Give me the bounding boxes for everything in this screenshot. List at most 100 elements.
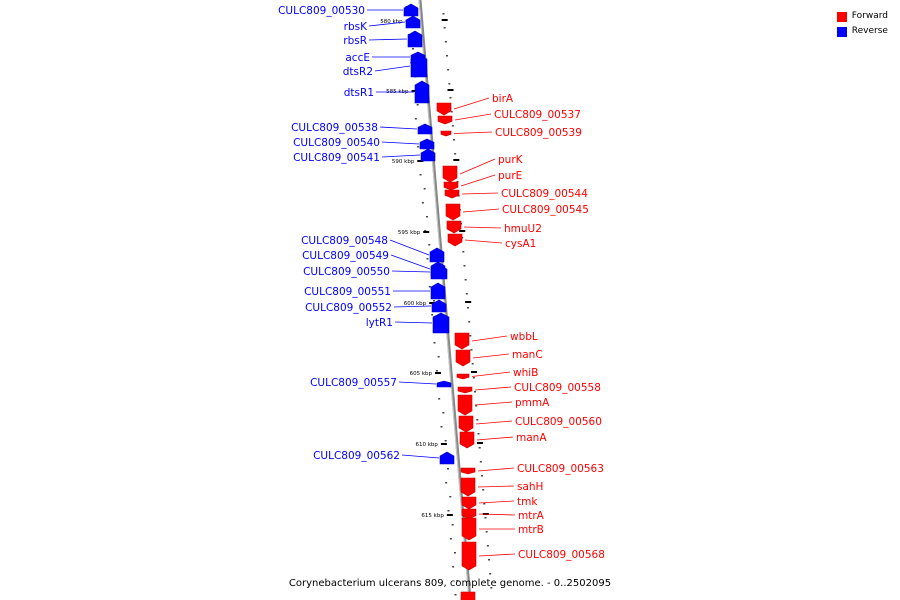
- forward-gene-label: CULC809_00537: [494, 109, 581, 121]
- legend-forward: Forward: [836, 9, 888, 24]
- axis-tick: [426, 258, 429, 260]
- scale-tick: [446, 514, 453, 516]
- forward-gene-label: purE: [498, 170, 522, 182]
- axis-tick: [463, 265, 466, 267]
- reverse-gene-label: lytR1: [366, 317, 393, 329]
- axis-tick: [438, 398, 441, 400]
- axis-tick: [469, 335, 472, 337]
- scale-tick: [417, 160, 424, 162]
- forward-gene-label: CULC809_00558: [514, 382, 601, 394]
- forward-gene-arrow: [456, 373, 470, 380]
- axis-tick: [477, 433, 480, 435]
- axis-tick: [486, 545, 489, 547]
- forward-gene-leader: [478, 513, 516, 516]
- forward-gene-arrow: [454, 332, 470, 350]
- reverse-gene-arrow: [436, 380, 452, 388]
- axis-tick: [454, 594, 457, 596]
- reverse-gene-leader: [381, 154, 421, 158]
- axis-tick: [467, 307, 469, 309]
- forward-gene-arrow: [461, 541, 477, 571]
- reverse-gene-label: CULC809_00562: [313, 450, 400, 462]
- reverse-gene-label: CULC809_00552: [305, 302, 392, 314]
- axis-tick: [490, 587, 493, 589]
- forward-gene-arrow: [460, 477, 476, 497]
- forward-gene-label: manA: [516, 432, 547, 444]
- forward-gene-leader: [477, 485, 515, 488]
- axis-tick: [489, 573, 492, 575]
- forward-gene-arrow: [460, 591, 476, 600]
- forward-gene-label: wbbL: [510, 331, 538, 343]
- axis-tick: [472, 377, 475, 379]
- forward-gene-leader: [474, 401, 513, 406]
- axis-tick: [471, 363, 474, 365]
- forward-gene-arrow: [446, 220, 462, 234]
- scale-marker-label: 605 kbp: [410, 371, 433, 377]
- forward-gene-arrow: [457, 394, 473, 416]
- axis-tick: [444, 41, 447, 43]
- reverse-gene-leader: [391, 270, 431, 273]
- scale-marker-label: 595 kbp: [398, 230, 421, 236]
- reverse-gene-leader: [389, 239, 430, 256]
- scale-tick: [429, 302, 436, 304]
- axis-tick: [454, 552, 456, 554]
- axis-tick: [433, 342, 436, 344]
- legend-reverse: Reverse: [836, 24, 888, 39]
- axis-tick: [443, 27, 446, 29]
- forward-gene-leader: [463, 226, 502, 229]
- axis-tick: [475, 405, 478, 407]
- axis-tick: [478, 447, 481, 449]
- reverse-gene-leader: [374, 65, 411, 72]
- legend: Forward Reverse: [836, 9, 888, 39]
- forward-gene-arrow: [458, 415, 474, 433]
- axis-tick: [484, 517, 487, 519]
- reverse-gene-arrow: [419, 138, 435, 150]
- forward-swatch: [836, 11, 847, 22]
- forward-gene-label: CULC809_00544: [501, 188, 588, 200]
- axis-tick: [412, 48, 414, 50]
- scale-tick: [465, 301, 472, 303]
- scale-tick: [447, 89, 454, 91]
- axis-tick: [483, 503, 486, 505]
- forward-gene-label: CULC809_00539: [495, 127, 582, 139]
- reverse-gene-label: CULC809_00541: [293, 152, 380, 164]
- reverse-gene-arrow: [430, 264, 448, 280]
- reverse-gene-label: rbsK: [344, 21, 368, 33]
- forward-gene-label: birA: [492, 93, 514, 105]
- forward-gene-label: hmuU2: [504, 223, 542, 235]
- forward-gene-label: mtrB: [518, 524, 544, 536]
- forward-gene-arrow: [442, 165, 458, 183]
- axis-tick: [485, 531, 488, 533]
- reverse-gene-label: dtsR1: [344, 87, 374, 99]
- reverse-gene-label: rbsR: [343, 35, 367, 47]
- axis-tick: [450, 111, 453, 113]
- axis-tick: [447, 510, 450, 512]
- axis-tick: [465, 293, 468, 295]
- forward-gene-arrow: [443, 181, 459, 191]
- reverse-gene-arrow: [420, 148, 436, 162]
- reverse-gene-leader: [390, 254, 431, 270]
- reverse-gene-leader: [393, 305, 432, 308]
- axis-tick: [447, 468, 449, 470]
- reverse-gene-label: accE: [345, 52, 370, 64]
- forward-gene-label: pmmA: [515, 397, 550, 409]
- forward-gene-arrow: [461, 508, 477, 520]
- axis-tick: [442, 13, 445, 15]
- forward-gene-label: CULC809_00563: [517, 463, 604, 475]
- forward-gene-arrow: [444, 189, 460, 199]
- axis-tick: [453, 139, 455, 141]
- forward-gene-label: CULC809_00560: [515, 416, 602, 428]
- axis-tick: [451, 125, 454, 127]
- reverse-gene-arrow: [432, 312, 450, 334]
- forward-gene-label: CULC809_00545: [502, 204, 589, 216]
- forward-gene-leader: [478, 553, 516, 557]
- forward-gene-label: sahH: [517, 481, 543, 493]
- axis-tick: [451, 524, 454, 526]
- reverse-gene-arrow: [407, 30, 423, 48]
- forward-gene-label: whiB: [513, 367, 538, 379]
- axis-tick: [419, 174, 422, 176]
- reverse-gene-label: CULC809_00549: [302, 250, 389, 262]
- forward-gene-leader: [461, 192, 499, 195]
- reverse-gene-label: CULC809_00530: [278, 5, 365, 17]
- legend-reverse-label: Reverse: [851, 26, 888, 36]
